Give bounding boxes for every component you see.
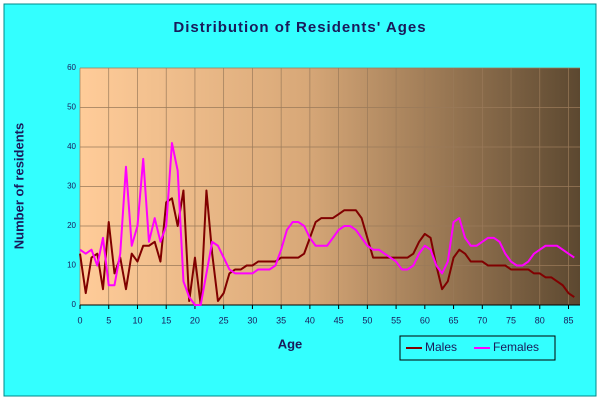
x-tick-label: 75: [506, 315, 516, 325]
x-tick-label: 80: [535, 315, 545, 325]
x-tick-label: 25: [219, 315, 229, 325]
chart-title: Distribution of Residents' Ages: [173, 19, 426, 36]
x-tick-label: 35: [276, 315, 286, 325]
legend-label: Males: [425, 340, 457, 354]
y-axis-label: Number of residents: [11, 123, 26, 249]
x-tick-label: 45: [334, 315, 344, 325]
x-tick-label: 0: [77, 315, 82, 325]
y-tick-label: 50: [67, 103, 76, 112]
x-tick-label: 20: [190, 315, 200, 325]
x-tick-label: 5: [106, 315, 111, 325]
x-axis-label: Age: [278, 336, 303, 351]
x-tick-label: 70: [477, 315, 487, 325]
x-tick-label: 65: [449, 315, 459, 325]
y-tick-label: 10: [67, 261, 76, 270]
x-tick-label: 40: [305, 315, 315, 325]
y-tick-label: 30: [67, 182, 76, 191]
x-tick-label: 60: [420, 315, 430, 325]
line-series: [79, 189, 575, 306]
y-tick-label: 20: [67, 221, 76, 230]
x-tick-label: 55: [391, 315, 401, 325]
x-tick-label: 15: [161, 315, 171, 325]
legend-label: Females: [493, 340, 539, 354]
line-series: [79, 142, 575, 306]
y-tick-label: 40: [67, 142, 76, 151]
y-tick-label: 0: [72, 300, 77, 309]
x-tick-label: 85: [563, 315, 573, 325]
x-tick-label: 50: [362, 315, 372, 325]
x-tick-label: 10: [132, 315, 142, 325]
x-tick-label: 30: [247, 315, 257, 325]
y-tick-label: 60: [67, 63, 76, 72]
